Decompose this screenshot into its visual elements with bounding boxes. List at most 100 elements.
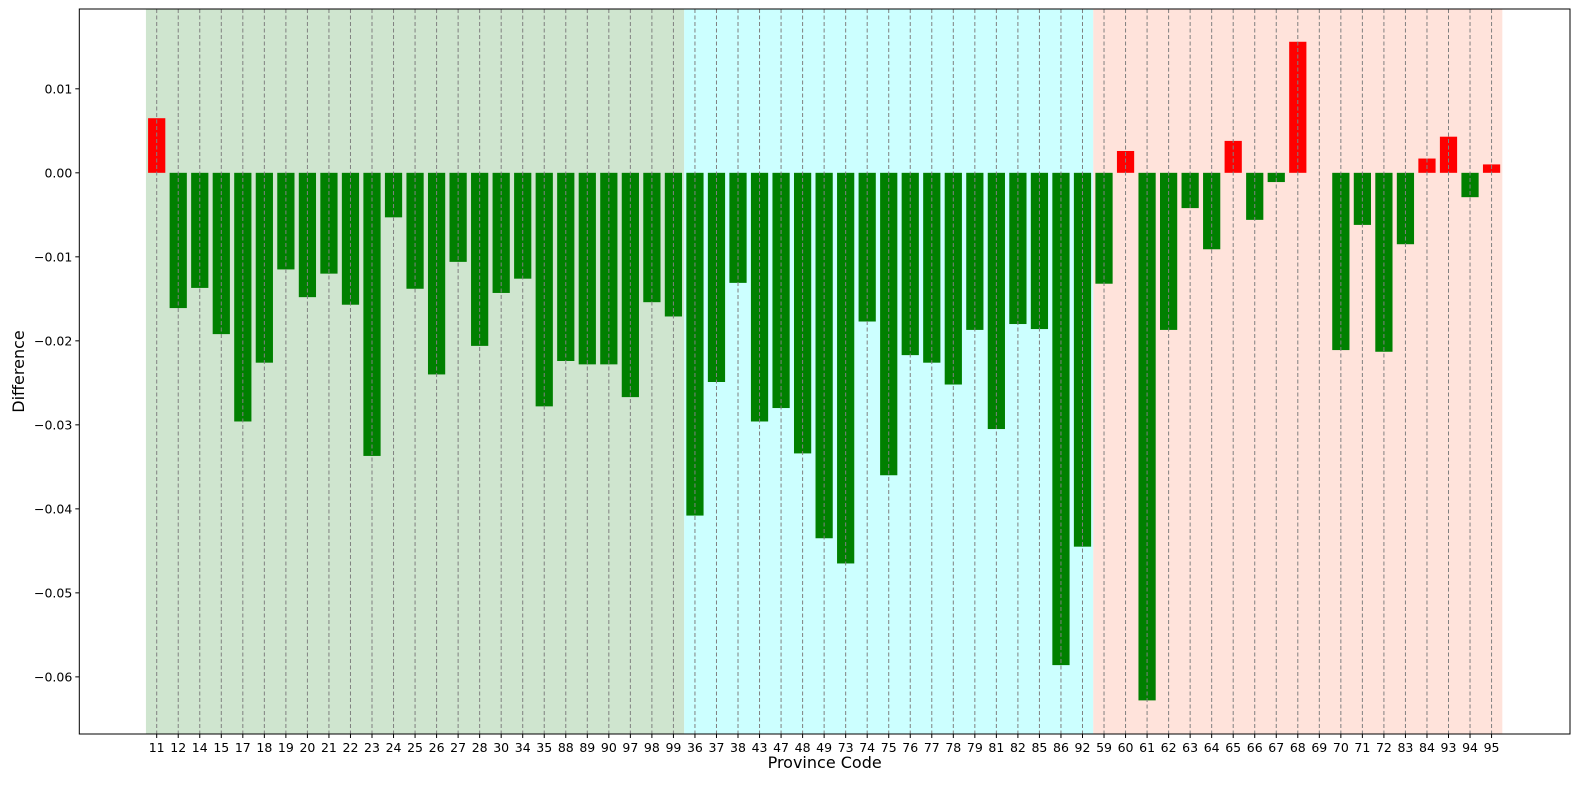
x-tick-label: 37 [709,740,725,755]
x-tick-label: 85 [1031,740,1047,755]
x-tick-label: 86 [1053,740,1069,755]
x-tick-label: 25 [407,740,423,755]
x-tick-label: 89 [579,740,595,755]
x-axis: 11 12 14 15 17 18 19 20 21 22 23 24 25 26 27 28 30 34 35 88… [149,734,1500,755]
bar-65 [1224,140,1242,173]
x-tick-label: 90 [601,740,617,755]
x-tick-label: 15 [213,740,229,755]
x-tick-label: 49 [816,740,832,755]
y-axis-title: Difference [9,330,28,412]
x-tick-label: 65 [1225,740,1241,755]
x-tick-label: 27 [450,740,466,755]
x-tick-label: 84 [1419,740,1435,755]
y-tick-label: −0.05 [34,585,72,600]
x-tick-label: 43 [752,740,768,755]
x-tick-label: 76 [902,740,918,755]
vertical-gridlines [156,9,1493,734]
x-tick-label: 62 [1161,740,1177,755]
bar-23 [363,172,381,456]
x-tick-label: 94 [1462,740,1478,755]
x-tick-label: 26 [429,740,445,755]
x-tick-label: 12 [170,740,186,755]
x-tick-label: 92 [1075,740,1091,755]
x-tick-label: 78 [945,740,961,755]
x-tick-label: 69 [1311,740,1327,755]
x-tick-label: 82 [1010,740,1026,755]
x-tick-label: 11 [149,740,165,755]
x-tick-label: 77 [924,740,940,755]
x-tick-label: 88 [558,740,574,755]
x-tick-label: 66 [1247,740,1263,755]
bar-81 [987,172,1005,430]
x-tick-label: 48 [795,740,811,755]
bar-92 [1073,172,1092,547]
bar-18 [255,172,273,363]
x-tick-label: 23 [364,740,380,755]
bar-21 [320,172,338,274]
bar-77 [923,172,941,363]
region-group-1 [145,9,685,734]
y-tick-label: −0.06 [34,669,72,684]
x-tick-label: 68 [1290,740,1306,755]
bar-20 [298,172,317,298]
x-tick-label: 75 [881,740,897,755]
x-tick-label: 70 [1333,740,1349,755]
bar-90 [600,172,618,365]
x-tick-label: 93 [1441,740,1457,755]
x-tick-label: 24 [386,740,402,755]
x-tick-label: 98 [644,740,660,755]
x-tick-label: 60 [1118,740,1134,755]
x-tick-label: 36 [687,740,703,755]
bar-89 [578,172,596,365]
x-tick-label: 14 [192,740,208,755]
y-axis: 0.01 0.00 −0.01 −0.02 −0.03 −0.04 −0.05 −0.06 [34,81,80,684]
bar-26 [427,172,446,375]
y-tick-label: 0.01 [44,81,72,96]
x-tick-label: 34 [515,740,531,755]
bar-38 [729,172,747,283]
x-tick-label: 19 [278,740,294,755]
bar-61 [1138,172,1156,701]
x-tick-label: 38 [730,740,746,755]
bar-72 [1375,172,1393,352]
x-tick-label: 28 [472,740,488,755]
x-tick-label: 74 [859,740,875,755]
x-tick-label: 97 [622,740,638,755]
x-tick-label: 83 [1397,740,1413,755]
x-tick-label: 71 [1354,740,1370,755]
bar-88 [557,172,575,361]
bar-74 [858,172,876,322]
x-axis-title: Province Code [768,753,882,772]
plot-frame [78,8,1571,735]
bar-48 [793,172,812,454]
x-tick-label: 72 [1376,740,1392,755]
x-tick-label: 35 [536,740,552,755]
x-tick-label: 64 [1204,740,1220,755]
x-tick-label: 22 [343,740,359,755]
x-tick-label: 47 [773,740,789,755]
x-tick-label: 61 [1139,740,1155,755]
bar-59 [1095,172,1113,284]
x-tick-label: 18 [256,740,272,755]
x-tick-label: 17 [235,740,251,755]
x-tick-label: 30 [493,740,509,755]
y-tick-label: −0.01 [34,249,72,264]
y-tick-label: 0.00 [44,165,72,180]
x-tick-label: 63 [1182,740,1198,755]
bar-83 [1396,172,1415,245]
bar-66 [1246,172,1264,220]
x-tick-label: 73 [838,740,854,755]
x-tick-label: 79 [967,740,983,755]
bar-24 [384,172,403,218]
x-tick-label: 81 [988,740,1004,755]
x-tick-label: 20 [299,740,315,755]
x-tick-label: 21 [321,740,337,755]
x-tick-label: 59 [1096,740,1112,755]
x-tick-label: 99 [665,740,681,755]
x-tick-label: 67 [1268,740,1284,755]
y-tick-label: −0.03 [34,417,72,432]
y-tick-label: −0.02 [34,333,72,348]
y-tick-label: −0.04 [34,501,72,516]
